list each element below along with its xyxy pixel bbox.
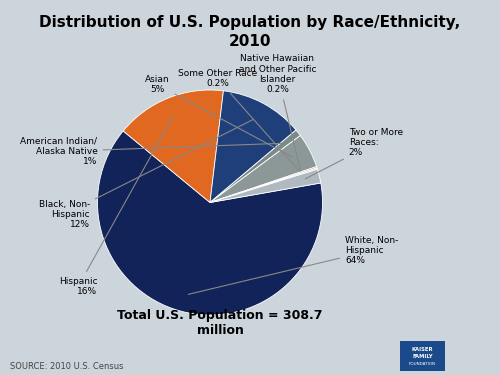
Text: American Indian/
Alaska Native
1%: American Indian/ Alaska Native 1% (20, 136, 282, 166)
Text: Some Other Race
0.2%: Some Other Race 0.2% (178, 69, 299, 171)
Text: White, Non-
Hispanic
64%: White, Non- Hispanic 64% (188, 236, 398, 294)
Text: Distribution of U.S. Population by Race/Ethnicity,
2010: Distribution of U.S. Population by Race/… (40, 15, 461, 49)
Wedge shape (98, 131, 322, 315)
Wedge shape (210, 91, 296, 202)
Text: Two or More
Races:
2%: Two or More Races: 2% (306, 128, 403, 179)
Text: FOUNDATION: FOUNDATION (409, 362, 436, 366)
Wedge shape (210, 166, 317, 202)
Wedge shape (210, 169, 321, 202)
Text: SOURCE: 2010 U.S. Census: SOURCE: 2010 U.S. Census (10, 362, 124, 371)
Text: Asian
5%: Asian 5% (145, 75, 292, 157)
Text: Hispanic
16%: Hispanic 16% (59, 116, 173, 296)
Wedge shape (123, 90, 224, 202)
Wedge shape (210, 135, 316, 202)
Text: Black, Non-
Hispanic
12%: Black, Non- Hispanic 12% (38, 120, 253, 230)
Text: FAMILY: FAMILY (412, 354, 433, 359)
Wedge shape (210, 130, 300, 203)
Text: Total U.S. Population = 308.7
million: Total U.S. Population = 308.7 million (117, 309, 323, 338)
Text: KAISER: KAISER (412, 347, 434, 352)
Text: Native Hawaiian
and Other Pacific
Islander
0.2%: Native Hawaiian and Other Pacific Island… (238, 54, 316, 171)
Wedge shape (210, 168, 318, 202)
